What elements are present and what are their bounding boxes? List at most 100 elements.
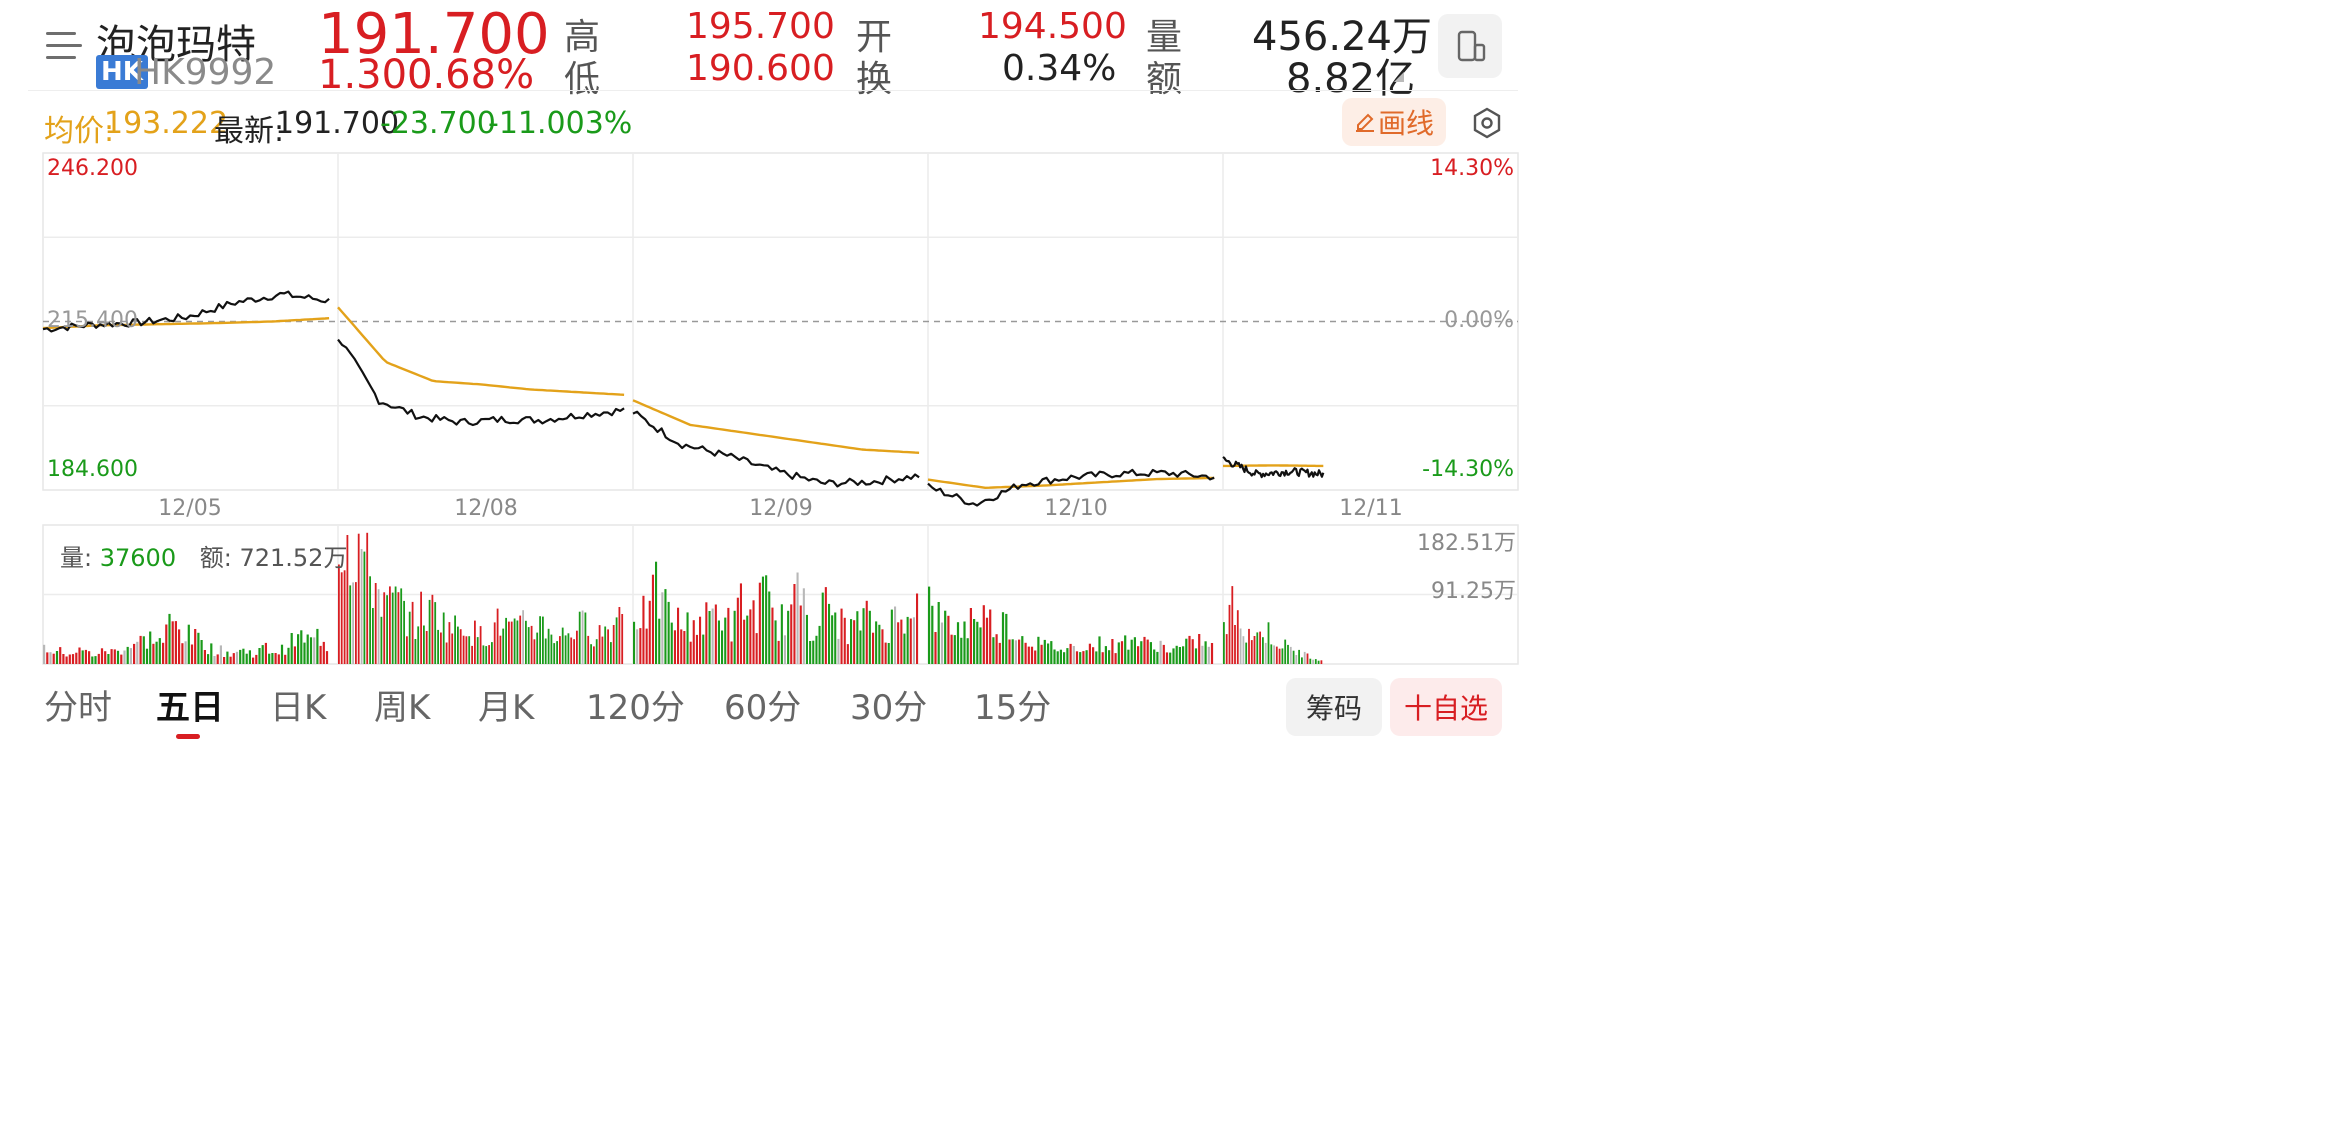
volume-bar <box>448 622 451 664</box>
volume-bar <box>1191 639 1194 664</box>
volume-bar <box>386 595 388 664</box>
tab-60min[interactable]: 60分 <box>724 688 802 728</box>
tab-15min[interactable]: 15分 <box>974 688 1052 728</box>
volume-bar <box>783 635 786 664</box>
chips-button[interactable]: 筹码 <box>1286 678 1382 736</box>
tab-weekly-k[interactable]: 周K <box>374 688 431 728</box>
volume-bar <box>633 621 636 664</box>
volume-bar <box>1185 638 1188 664</box>
volume-bar <box>219 645 222 664</box>
volume-bar <box>677 607 680 664</box>
volume-bar <box>94 656 97 664</box>
volume-bar <box>210 643 213 664</box>
volume-label: 量 <box>1146 17 1183 58</box>
volume-bar <box>316 628 319 664</box>
volume-bar <box>689 641 692 664</box>
tab-30min[interactable]: 30分 <box>850 688 928 728</box>
volume-bar <box>1130 639 1133 664</box>
tab-120min[interactable]: 120分 <box>586 688 685 728</box>
volume-bar <box>428 599 431 664</box>
volume-bar <box>1281 648 1284 664</box>
volume-bar <box>780 604 783 664</box>
add-watchlist-button[interactable]: 十自选 <box>1390 678 1502 736</box>
volume-bar <box>287 647 290 664</box>
latest-diff: -23.700 <box>380 106 496 141</box>
volume-bar <box>499 635 502 664</box>
volume-bar <box>636 629 639 664</box>
volume-bar <box>695 634 698 664</box>
volume-bar <box>604 626 607 664</box>
volume-bar <box>576 630 578 664</box>
volume-bar <box>906 616 909 664</box>
volume-bar <box>655 561 658 664</box>
volume-bar <box>1088 643 1091 664</box>
volume-bar <box>1143 636 1146 664</box>
volume-bar <box>43 644 46 664</box>
tab-fenshi[interactable]: 分时 <box>44 688 112 728</box>
volume-bar <box>1303 651 1306 664</box>
volume-bar <box>539 616 541 664</box>
tab-wuri[interactable]: 五日 <box>156 688 224 728</box>
volume-bar <box>1056 651 1059 664</box>
volume-bar <box>850 619 853 664</box>
volume-bar <box>411 601 414 664</box>
amount-value: 8.82亿 <box>1286 56 1416 102</box>
volume-bar <box>584 612 587 664</box>
volume-bar <box>1228 604 1231 664</box>
vol-max-label: 182.51万 <box>1417 531 1516 556</box>
volume-bar <box>71 654 75 664</box>
volume-bar <box>465 636 468 664</box>
volume-bar <box>1108 650 1111 664</box>
volume-bar <box>165 624 168 664</box>
volume-bar <box>389 586 391 664</box>
price-line-day-2 <box>632 410 920 488</box>
blank-area <box>1530 0 2346 1128</box>
volume-bar <box>78 647 81 664</box>
volume-bar <box>1146 639 1149 664</box>
volume-bar <box>868 610 871 664</box>
landscape-button[interactable] <box>1438 14 1502 78</box>
volume-bar <box>325 651 329 664</box>
volume-bar <box>116 650 120 664</box>
volume-bar <box>255 654 258 664</box>
amount-label: 额 <box>1146 59 1183 100</box>
volume-bar <box>802 588 805 664</box>
volume-bar <box>853 620 856 664</box>
volume-bar <box>912 617 915 664</box>
volume-bar <box>408 611 411 664</box>
volume-bar <box>1256 632 1259 664</box>
volume-bar <box>491 642 493 664</box>
volume-bar <box>1236 610 1239 664</box>
volume-bar <box>615 617 618 664</box>
volume-bar <box>1234 625 1236 664</box>
latest-value: 191.700 <box>275 106 400 141</box>
volume-bar <box>355 582 357 664</box>
draw-line-button[interactable]: 画线 <box>1342 98 1446 146</box>
volume-bar <box>821 592 824 664</box>
tab-monthly-k[interactable]: 月K <box>478 688 535 728</box>
volume-bar <box>482 645 485 664</box>
volume-bar <box>995 634 998 664</box>
volume-bar <box>944 610 947 664</box>
volume-bar <box>890 609 893 664</box>
settings-icon[interactable] <box>1470 106 1504 140</box>
tab-daily-k[interactable]: 日K <box>270 688 327 728</box>
high-label: 高 <box>564 17 601 58</box>
volume-bar <box>126 646 129 664</box>
volume-bar <box>909 618 912 664</box>
intraday-chart[interactable]: 246.200 215.400 184.600 14.30% 0.00% -14… <box>0 150 1540 520</box>
volume-bar <box>1137 646 1140 664</box>
volume-bar <box>1059 649 1062 664</box>
volume-bar <box>872 632 875 664</box>
low-label: 低 <box>564 59 601 100</box>
volume-bar <box>1162 644 1165 664</box>
volume-bar <box>423 625 425 664</box>
price-mid-label: 215.400 <box>47 308 138 333</box>
menu-icon[interactable] <box>46 30 82 60</box>
volume-chart[interactable]: 182.51万 91.25万 <box>0 520 1540 670</box>
volume-bar <box>100 648 104 664</box>
volume-bar <box>1223 622 1225 664</box>
volume-bar <box>216 654 219 664</box>
volume-bar <box>1306 653 1309 664</box>
volume-bar <box>223 657 226 664</box>
